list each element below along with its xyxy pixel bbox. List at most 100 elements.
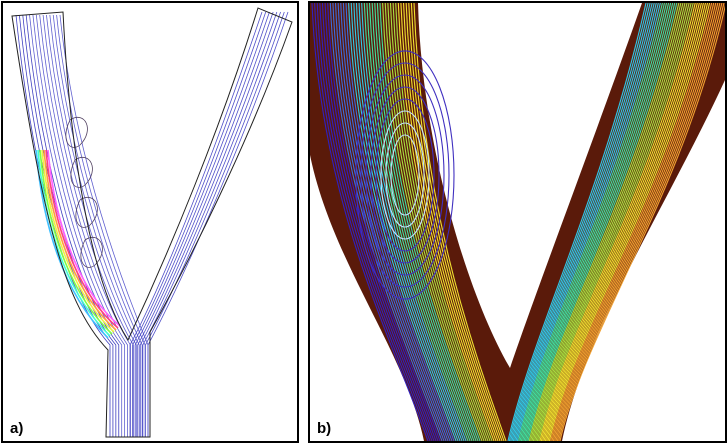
- streamline: [514, 3, 657, 441]
- streamline: [508, 3, 649, 441]
- streamline: [532, 3, 686, 441]
- streamline: [554, 3, 719, 441]
- contour-line: [129, 11, 263, 437]
- vortex: [390, 134, 420, 216]
- contour-line: [147, 11, 289, 437]
- streamline: [535, 3, 690, 441]
- streamline: [527, 3, 678, 441]
- contour-band: [45, 149, 119, 329]
- streamline: [402, 3, 499, 441]
- streamline: [546, 3, 707, 441]
- streamline: [544, 3, 704, 441]
- streamline: [551, 3, 715, 441]
- streamline: [314, 3, 431, 441]
- streamline: [538, 3, 694, 441]
- streamline: [316, 3, 433, 441]
- streamline: [548, 3, 711, 441]
- vortex: [380, 110, 430, 240]
- contour-line: [132, 11, 267, 437]
- contour-line: [42, 14, 134, 437]
- contour-band: [35, 149, 109, 339]
- streamline: [332, 3, 445, 441]
- streamline: [559, 4, 725, 441]
- streamline: [340, 3, 451, 441]
- contour-loop: [75, 197, 98, 228]
- streamline: [523, 3, 672, 441]
- streamline: [408, 3, 503, 441]
- streamline: [539, 3, 696, 441]
- streamline: [511, 3, 653, 441]
- vortex: [355, 50, 455, 300]
- streamline: [413, 3, 507, 441]
- streamline: [311, 3, 429, 441]
- streamline: [552, 3, 717, 441]
- streamline: [395, 3, 493, 441]
- streamline: [363, 3, 469, 441]
- streamline: [534, 3, 688, 441]
- streamline: [410, 3, 505, 441]
- panel-border: [308, 1, 727, 443]
- streamline: [507, 3, 647, 441]
- streamline: [547, 3, 709, 441]
- vortex: [370, 86, 440, 264]
- contour-band: [39, 149, 113, 335]
- panel-border: [1, 1, 299, 443]
- streamline: [376, 3, 479, 441]
- contour-line: [35, 14, 128, 437]
- streamline: [374, 3, 477, 441]
- streamline: [542, 3, 700, 441]
- streamline: [556, 3, 723, 441]
- streamline: [324, 3, 439, 441]
- streamline: [361, 3, 467, 441]
- streamline: [389, 3, 489, 441]
- streamline: [518, 3, 663, 441]
- streamline: [392, 3, 491, 441]
- streamline: [368, 3, 473, 441]
- streamline: [530, 3, 682, 441]
- streamline: [515, 3, 659, 441]
- contour-line: [134, 11, 270, 437]
- contour-band: [37, 149, 111, 337]
- streamline: [358, 3, 465, 441]
- contour-lines: [15, 11, 289, 437]
- streamlines: [311, 3, 725, 441]
- vortex: [375, 98, 435, 252]
- streamline: [327, 3, 441, 441]
- vortex: [360, 62, 450, 288]
- streamline: [558, 3, 725, 441]
- panel-label: b): [317, 420, 331, 437]
- contour-line: [145, 11, 285, 437]
- contour-line: [52, 14, 143, 437]
- streamline: [526, 3, 676, 441]
- contour-line: [137, 11, 274, 437]
- panel-b: [309, 3, 725, 441]
- streamline: [379, 3, 481, 441]
- streamline: [528, 3, 680, 441]
- streamline: [550, 3, 713, 441]
- streamline: [516, 3, 661, 441]
- streamline: [334, 3, 447, 441]
- streamline: [520, 3, 668, 441]
- contour-band: [43, 149, 117, 331]
- streamline: [366, 3, 471, 441]
- contour-loop: [70, 157, 93, 188]
- contour-line: [142, 11, 281, 437]
- streamline: [345, 3, 455, 441]
- streamline: [319, 3, 435, 441]
- streamline: [524, 3, 674, 441]
- streamline: [397, 3, 495, 441]
- contour-loop: [80, 237, 103, 268]
- vortex: [365, 74, 445, 276]
- panel-label: a): [10, 420, 23, 437]
- contour-band: [41, 149, 115, 333]
- contour-loop: [65, 117, 88, 148]
- streamline: [371, 3, 475, 441]
- vortex: [385, 122, 425, 228]
- streamline: [353, 3, 461, 441]
- streamline: [384, 3, 485, 441]
- streamline: [540, 3, 698, 441]
- contour-line: [46, 14, 137, 437]
- streamline: [405, 3, 501, 441]
